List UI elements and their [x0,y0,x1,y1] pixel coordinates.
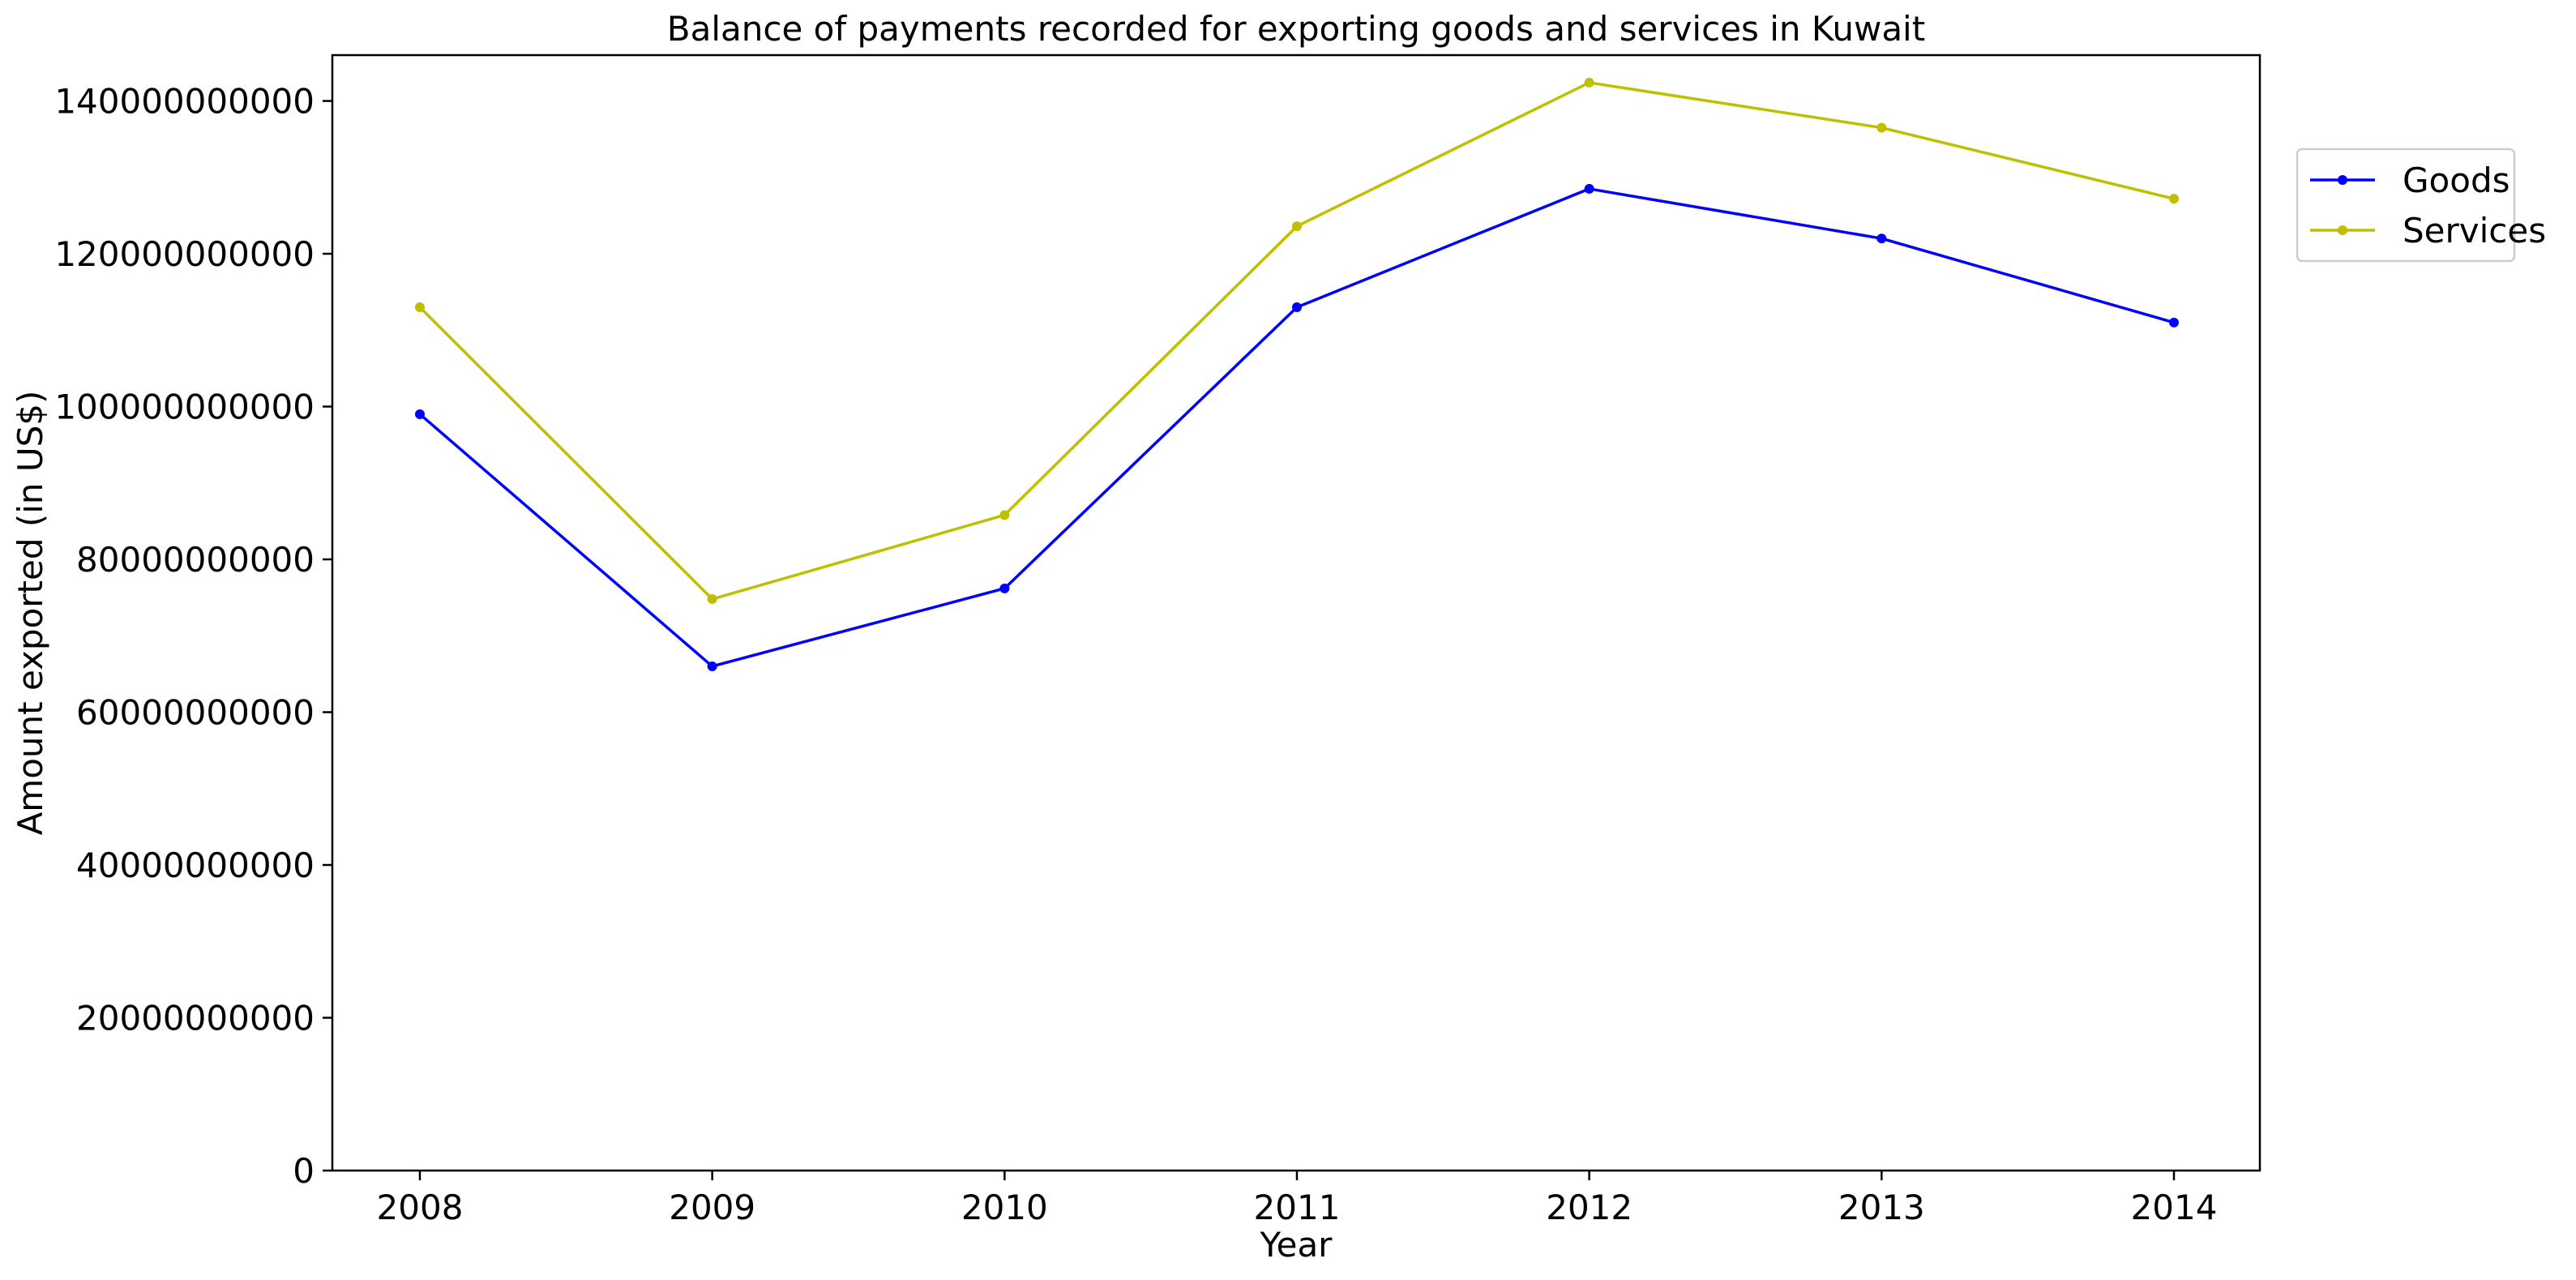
y-tick-label: 20000000000 [76,999,315,1038]
chart-title: Balance of payments recorded for exporti… [667,9,1925,49]
legend-marker-services [2338,225,2347,235]
data-point-goods [415,409,425,419]
x-tick-label: 2012 [1546,1188,1632,1227]
y-tick-label: 100000000000 [54,387,315,427]
series-line-services [418,81,2175,601]
y-tick-label: 0 [293,1151,315,1191]
legend-marker-goods [2338,175,2347,185]
data-point-goods [707,661,717,671]
data-point-services [707,594,717,605]
data-point-goods [2169,317,2179,327]
legend-entries: Goods Services [2310,161,2546,250]
x-tick-label: 2009 [669,1188,755,1227]
y-tick-label: 140000000000 [54,82,315,122]
x-tick-label: 2014 [2131,1188,2218,1227]
series-layer [415,77,2179,671]
data-point-services [1292,221,1302,232]
legend-label-services: Services [2403,211,2546,250]
y-tick-label: 120000000000 [54,234,315,274]
data-point-services [1584,77,1594,88]
y-axis-ticks: 0 20000000000 40000000000 60000000000 800000… [54,82,332,1191]
y-axis-label: Amount exported (in US$) [11,391,50,836]
data-point-services [415,302,425,313]
y-tick-label: 80000000000 [76,540,315,580]
data-point-goods [1584,183,1594,194]
data-point-services [2169,194,2179,204]
data-point-goods [1876,233,1887,244]
x-axis-ticks: 2008 2009 2010 2011 2012 2013 2014 [377,1171,2218,1227]
x-tick-label: 2013 [1838,1188,1925,1227]
data-point-goods [999,583,1010,593]
x-tick-label: 2008 [377,1188,464,1227]
legend-label-goods: Goods [2403,161,2510,200]
series-line-goods [418,187,2175,668]
legend: Goods Services [2296,148,2546,263]
data-point-services [1876,122,1887,133]
x-axis-label: Year [1260,1225,1333,1265]
data-point-goods [1292,302,1302,313]
y-tick-label: 40000000000 [76,845,315,885]
y-tick-label: 60000000000 [76,693,315,733]
x-tick-label: 2010 [961,1188,1048,1227]
x-tick-label: 2011 [1254,1188,1341,1227]
legend-box [2296,148,2516,263]
data-point-services [999,510,1010,520]
